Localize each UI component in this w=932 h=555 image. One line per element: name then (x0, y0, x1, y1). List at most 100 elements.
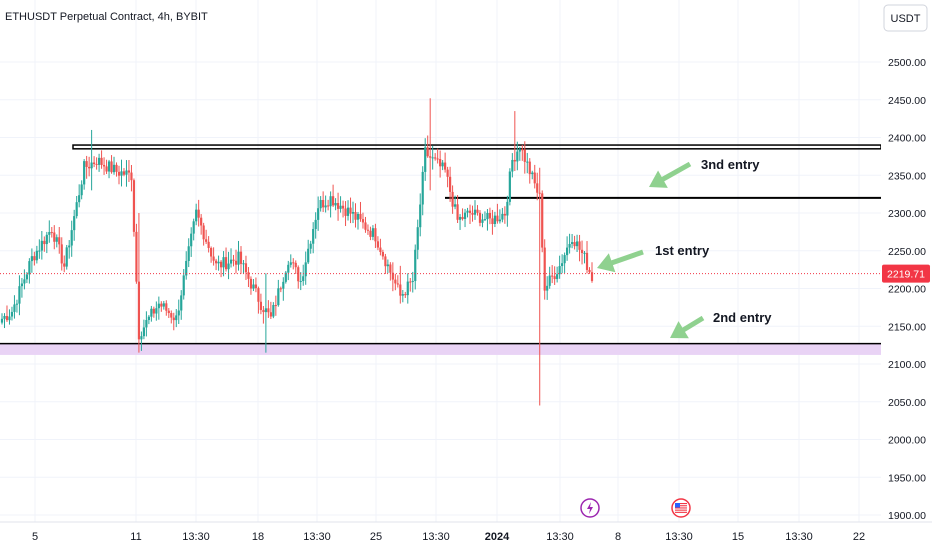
candle-body (232, 259, 235, 261)
candle-body (336, 202, 340, 209)
annotation-3nd-entry: 3nd entry (701, 157, 760, 172)
candle-body (590, 272, 594, 281)
candle-body (374, 228, 377, 242)
candle-body (351, 212, 355, 214)
candle-body (110, 161, 113, 173)
candle-body (222, 257, 225, 268)
candle-body (329, 196, 332, 207)
candle-body (60, 244, 63, 264)
event-icons[interactable] (580, 498, 691, 518)
candle-body (15, 303, 19, 305)
candle-body (85, 161, 88, 167)
candle-body (317, 208, 320, 220)
candle-body (588, 269, 591, 273)
candle-body (449, 176, 452, 192)
candle-body (331, 196, 335, 206)
candle-body (583, 252, 586, 254)
flag-stripe (675, 511, 687, 513)
time-tick-label: 18 (252, 531, 264, 543)
candle-body (396, 283, 399, 285)
candle-body (122, 171, 126, 175)
candle-body (327, 205, 330, 207)
currency-button-label[interactable]: USDT (891, 13, 921, 25)
price-tick-label: 2300.00 (888, 208, 926, 220)
candle-body (234, 260, 238, 265)
candle-body (366, 229, 370, 231)
candle-body (23, 279, 26, 284)
candle-body (277, 288, 280, 306)
candle-body (444, 162, 447, 170)
candle-body (304, 262, 307, 277)
candle-body (210, 247, 213, 257)
annotation-2nd-entry: 2nd entry (713, 310, 772, 325)
candle-body (45, 234, 48, 245)
candle-body (8, 316, 11, 321)
candle-body (267, 308, 270, 313)
candle-body (406, 281, 409, 296)
candle-body (488, 212, 492, 219)
candle-body (145, 320, 148, 328)
candle-body (359, 213, 362, 220)
candle-body (354, 212, 357, 220)
candle-body (399, 284, 402, 296)
candle-body (533, 172, 536, 184)
candle-body (142, 327, 145, 337)
candle-body (543, 247, 546, 291)
candle-body (389, 264, 392, 273)
candle-body (249, 278, 253, 289)
candle-body (429, 156, 432, 158)
candle-body (10, 311, 14, 317)
candle-body (205, 239, 208, 242)
candle-body (50, 232, 53, 234)
candle-body (486, 212, 489, 220)
price-tick-label: 2000.00 (888, 435, 926, 447)
time-tick-label: 8 (615, 531, 621, 543)
candle-body (421, 171, 424, 205)
candle-body (309, 243, 312, 249)
candle-body (491, 218, 494, 224)
candle-body (369, 230, 372, 237)
price-tick-label: 1900.00 (888, 510, 926, 522)
lightning-icon[interactable] (580, 498, 600, 518)
time-tick-labels: 5 11 13:30 18 13:30 25 13:30 2024 13:30 8 13:30 15 1… (32, 531, 865, 543)
candle-body (526, 161, 529, 163)
candle-body (419, 204, 422, 228)
candles (0, 98, 594, 406)
price-tick-label: 2100.00 (888, 359, 926, 371)
arrow-2nd-entry (670, 315, 705, 339)
candle-body (548, 275, 551, 286)
price-tick-label: 2050.00 (888, 397, 926, 409)
candle-body (496, 215, 499, 222)
candle-body (13, 304, 16, 312)
support-zone-band (0, 343, 881, 355)
candle-body (140, 336, 143, 340)
candle-body (83, 161, 86, 185)
currency-button-frame[interactable] (883, 4, 928, 32)
price-tick-label: 2200.00 (888, 284, 926, 296)
price-tick-label: 2450.00 (888, 95, 926, 107)
candle-body (516, 151, 519, 162)
candle-body (391, 272, 394, 280)
candle-body (135, 231, 138, 282)
candle-body (414, 249, 417, 281)
candle-body (30, 256, 33, 262)
candle-body (568, 243, 571, 248)
price-tick-label: 2250.00 (888, 246, 926, 258)
candle-body (105, 166, 108, 172)
candle-body (551, 275, 554, 277)
annotation-1st-entry: 1st entry (655, 243, 710, 258)
candle-body (513, 159, 516, 162)
candle-body (585, 252, 589, 270)
candle-body (376, 241, 380, 248)
currency-button[interactable]: USDT (883, 4, 928, 32)
candle-body (182, 275, 185, 296)
candle-body (73, 216, 76, 231)
time-axis[interactable]: 5 11 13:30 18 13:30 25 13:30 2024 13:30 8 13:30 15 1… (0, 521, 932, 550)
us-flag-icon[interactable] (671, 498, 691, 518)
candle-body (192, 221, 195, 234)
candle-body (120, 171, 123, 176)
candle-body (302, 276, 305, 282)
